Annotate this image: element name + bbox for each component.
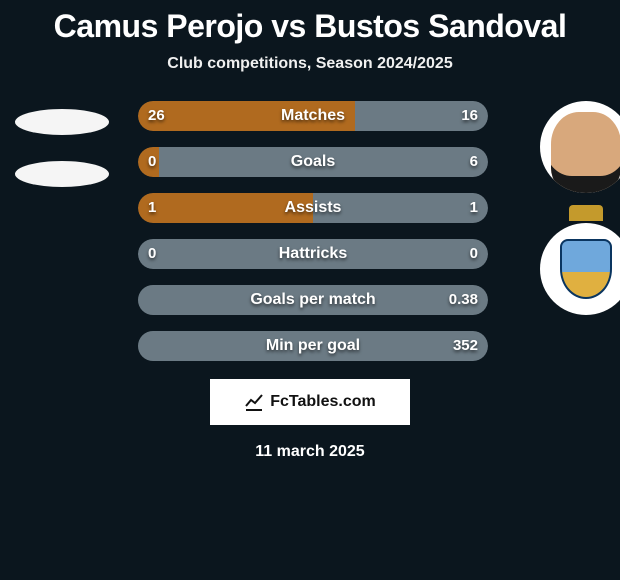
- stat-row: Hattricks00: [138, 239, 488, 269]
- chart-icon: [244, 392, 264, 412]
- left-player-club-placeholder: [15, 161, 109, 187]
- page-subtitle: Club competitions, Season 2024/2025: [0, 55, 620, 73]
- bar-track: [138, 331, 488, 361]
- bar-track: [138, 147, 488, 177]
- bar-fill-left: [138, 101, 355, 131]
- stat-row: Goals06: [138, 147, 488, 177]
- bar-track: [138, 239, 488, 269]
- right-player-photo: [540, 101, 620, 193]
- shield-icon: [560, 239, 612, 299]
- date-label: 11 march 2025: [0, 443, 620, 461]
- stat-bars: Matches2616 Goals06 Assists11 Hattricks00 Go…: [138, 101, 488, 361]
- watermark: FcTables.com: [210, 379, 410, 425]
- bar-fill-right: [355, 101, 488, 131]
- bar-fill-left: [138, 193, 313, 223]
- bar-fill-right: [159, 147, 488, 177]
- bar-track: [138, 101, 488, 131]
- stat-row: Min per goal352: [138, 331, 488, 361]
- stats-area: Matches2616 Goals06 Assists11 Hattricks00 Go…: [0, 101, 620, 361]
- bar-fill-left: [138, 239, 313, 269]
- comparison-card: Camus Perojo vs Bustos Sandoval Club com…: [0, 0, 620, 461]
- bar-fill-right: [313, 193, 488, 223]
- bar-fill-right: [138, 331, 488, 361]
- crown-icon: [569, 205, 603, 221]
- player-face-icon: [551, 112, 620, 192]
- stat-row: Matches2616: [138, 101, 488, 131]
- page-title: Camus Perojo vs Bustos Sandoval: [0, 8, 620, 45]
- right-player-column: [540, 101, 620, 315]
- bar-track: [138, 193, 488, 223]
- stat-row: Assists11: [138, 193, 488, 223]
- bar-fill-right: [138, 285, 488, 315]
- left-player-column: [15, 101, 115, 213]
- right-player-club-badge: [540, 223, 620, 315]
- left-player-photo-placeholder: [15, 109, 109, 135]
- bar-track: [138, 285, 488, 315]
- bar-fill-left: [138, 147, 159, 177]
- stat-row: Goals per match0.38: [138, 285, 488, 315]
- bar-fill-right: [313, 239, 488, 269]
- watermark-text: FcTables.com: [270, 393, 376, 411]
